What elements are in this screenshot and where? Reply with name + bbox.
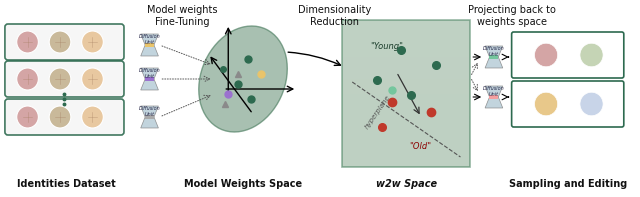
- FancyBboxPatch shape: [511, 32, 624, 78]
- FancyBboxPatch shape: [511, 81, 624, 127]
- Text: Identities Dataset: Identities Dataset: [17, 179, 115, 189]
- Text: "Young": "Young": [370, 42, 403, 51]
- Bar: [342, 20, 470, 27]
- Circle shape: [49, 106, 71, 128]
- Text: Projecting back to
weights space: Projecting back to weights space: [468, 5, 556, 27]
- Bar: [342, 138, 470, 145]
- Text: w2w Space: w2w Space: [376, 179, 437, 189]
- Bar: [342, 49, 470, 57]
- Circle shape: [17, 106, 38, 128]
- Bar: [342, 130, 470, 138]
- Bar: [342, 94, 470, 101]
- Circle shape: [580, 92, 603, 116]
- Bar: [342, 72, 470, 79]
- FancyBboxPatch shape: [5, 61, 124, 97]
- Polygon shape: [141, 79, 159, 90]
- Circle shape: [580, 43, 603, 67]
- Bar: [342, 64, 470, 72]
- Text: "Old": "Old": [410, 142, 431, 151]
- Circle shape: [82, 106, 103, 128]
- Bar: [342, 108, 470, 116]
- FancyBboxPatch shape: [342, 20, 470, 167]
- Circle shape: [17, 31, 38, 53]
- Text: Diffusion
Unit: Diffusion Unit: [139, 68, 161, 79]
- Text: Dimensionality
Reduction: Dimensionality Reduction: [298, 5, 371, 27]
- Bar: [145, 43, 154, 47]
- Bar: [342, 42, 470, 49]
- Bar: [342, 27, 470, 35]
- Bar: [145, 77, 154, 81]
- Circle shape: [534, 92, 557, 116]
- Bar: [342, 35, 470, 42]
- Ellipse shape: [199, 26, 287, 132]
- Bar: [342, 86, 470, 94]
- Circle shape: [17, 68, 38, 90]
- Polygon shape: [141, 117, 159, 128]
- Polygon shape: [485, 97, 503, 108]
- Bar: [342, 123, 470, 130]
- Bar: [342, 145, 470, 152]
- Text: hyperplane: hyperplane: [364, 94, 392, 130]
- Bar: [490, 55, 499, 59]
- Circle shape: [534, 43, 557, 67]
- Text: Diffusion
Unit: Diffusion Unit: [483, 46, 505, 57]
- Polygon shape: [141, 68, 159, 79]
- Bar: [145, 115, 154, 119]
- Polygon shape: [485, 86, 503, 97]
- Polygon shape: [485, 46, 503, 57]
- Polygon shape: [141, 106, 159, 117]
- Text: Sampling and Editing: Sampling and Editing: [509, 179, 627, 189]
- Text: Model Weights Space: Model Weights Space: [184, 179, 302, 189]
- Bar: [342, 116, 470, 123]
- Polygon shape: [141, 45, 159, 56]
- Bar: [490, 95, 499, 99]
- Text: Diffusion
Unit: Diffusion Unit: [483, 86, 505, 97]
- FancyBboxPatch shape: [5, 99, 124, 135]
- Text: Diffusion
Unit: Diffusion Unit: [139, 106, 161, 117]
- Polygon shape: [141, 34, 159, 45]
- Bar: [342, 152, 470, 160]
- Circle shape: [82, 68, 103, 90]
- FancyBboxPatch shape: [5, 24, 124, 60]
- Bar: [342, 101, 470, 108]
- Polygon shape: [485, 57, 503, 68]
- Circle shape: [49, 68, 71, 90]
- Text: Model weights
Fine-Tuning: Model weights Fine-Tuning: [147, 5, 217, 27]
- Bar: [342, 57, 470, 64]
- Circle shape: [82, 31, 103, 53]
- Bar: [342, 13, 470, 20]
- Text: Diffusion
Unit: Diffusion Unit: [139, 34, 161, 45]
- Circle shape: [49, 31, 71, 53]
- Bar: [342, 79, 470, 86]
